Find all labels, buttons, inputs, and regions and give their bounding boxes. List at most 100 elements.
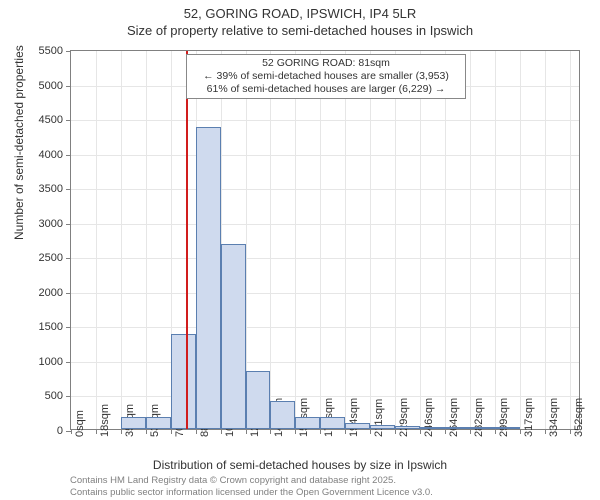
ytick bbox=[66, 258, 71, 259]
histogram-bar bbox=[470, 427, 495, 429]
xtick-label: 282sqm bbox=[473, 398, 485, 437]
ytick bbox=[66, 51, 71, 52]
xtick bbox=[196, 429, 197, 434]
xtick-label: 352sqm bbox=[573, 398, 585, 437]
xtick bbox=[545, 429, 546, 434]
histogram-bar bbox=[221, 244, 246, 429]
annotation-box: 52 GORING ROAD: 81sqm← 39% of semi-detac… bbox=[186, 54, 466, 99]
xtick bbox=[520, 429, 521, 434]
xtick-label: 211sqm bbox=[373, 399, 385, 437]
gridline-v bbox=[320, 51, 321, 429]
ytick-label: 5000 bbox=[39, 80, 63, 92]
gridline-h bbox=[71, 155, 579, 156]
ytick-label: 5500 bbox=[39, 45, 63, 57]
xtick bbox=[121, 429, 122, 434]
xtick bbox=[345, 429, 346, 434]
histogram-bar bbox=[420, 427, 445, 429]
ytick-label: 2000 bbox=[39, 287, 63, 299]
gridline-v bbox=[146, 51, 147, 429]
xtick-label: 264sqm bbox=[448, 398, 460, 437]
gridline-h bbox=[71, 327, 579, 328]
gridline-v bbox=[370, 51, 371, 429]
ytick-label: 3000 bbox=[39, 218, 63, 230]
ytick bbox=[66, 224, 71, 225]
gridline-v bbox=[121, 51, 122, 429]
histogram-bar bbox=[370, 425, 395, 429]
xtick-label: 229sqm bbox=[398, 398, 410, 437]
histogram-bar bbox=[246, 371, 271, 429]
annotation-line: ← 39% of semi-detached houses are smalle… bbox=[191, 70, 461, 83]
xtick bbox=[470, 429, 471, 434]
xtick bbox=[221, 429, 222, 434]
ytick bbox=[66, 327, 71, 328]
subject-marker-line bbox=[186, 51, 188, 429]
gridline-h bbox=[71, 258, 579, 259]
xtick bbox=[320, 429, 321, 434]
xtick-label: 299sqm bbox=[498, 398, 510, 437]
gridline-h bbox=[71, 362, 579, 363]
credit-text: Contains HM Land Registry data © Crown c… bbox=[70, 475, 433, 498]
gridline-h bbox=[71, 120, 579, 121]
ytick bbox=[66, 155, 71, 156]
xtick bbox=[495, 429, 496, 434]
gridline-v bbox=[495, 51, 496, 429]
ytick-label: 3500 bbox=[39, 183, 63, 195]
xtick bbox=[570, 429, 571, 434]
gridline-v bbox=[345, 51, 346, 429]
ytick-label: 1000 bbox=[39, 356, 63, 368]
plot-area: 0500100015002000250030003500400045005000… bbox=[70, 50, 580, 430]
ytick-label: 4500 bbox=[39, 114, 63, 126]
histogram-bar bbox=[320, 417, 345, 429]
xtick-label: 18sqm bbox=[99, 404, 111, 437]
ytick-label: 2500 bbox=[39, 252, 63, 264]
histogram-bar bbox=[445, 427, 470, 429]
chart-subtitle: Size of property relative to semi-detach… bbox=[0, 23, 600, 38]
xtick-label: 317sqm bbox=[523, 398, 535, 437]
ytick bbox=[66, 293, 71, 294]
ytick bbox=[66, 362, 71, 363]
histogram-bar bbox=[270, 401, 295, 429]
xtick bbox=[420, 429, 421, 434]
xtick bbox=[246, 429, 247, 434]
ytick-label: 4000 bbox=[39, 149, 63, 161]
gridline-h bbox=[71, 224, 579, 225]
gridline-v bbox=[470, 51, 471, 429]
gridline-v bbox=[96, 51, 97, 429]
xtick bbox=[71, 429, 72, 434]
gridline-h bbox=[71, 189, 579, 190]
xtick-label: 334sqm bbox=[548, 398, 560, 437]
xtick bbox=[96, 429, 97, 434]
histogram-bar bbox=[345, 423, 370, 429]
histogram-bar bbox=[395, 426, 420, 429]
gridline-v bbox=[545, 51, 546, 429]
xtick bbox=[295, 429, 296, 434]
gridline-v bbox=[295, 51, 296, 429]
gridline-v bbox=[420, 51, 421, 429]
xtick bbox=[171, 429, 172, 434]
annotation-line: 52 GORING ROAD: 81sqm bbox=[191, 57, 461, 70]
title-block: 52, GORING ROAD, IPSWICH, IP4 5LR Size o… bbox=[0, 0, 600, 38]
xtick-label: 246sqm bbox=[423, 398, 435, 437]
ytick bbox=[66, 86, 71, 87]
credit-line-2: Contains public sector information licen… bbox=[70, 487, 433, 498]
xtick bbox=[370, 429, 371, 434]
xtick bbox=[146, 429, 147, 434]
credit-line-1: Contains HM Land Registry data © Crown c… bbox=[70, 475, 433, 486]
y-axis-title: Number of semi-detached properties bbox=[12, 45, 26, 240]
histogram-bar bbox=[495, 427, 520, 429]
histogram-bar bbox=[171, 334, 196, 429]
xtick bbox=[445, 429, 446, 434]
x-axis-title: Distribution of semi-detached houses by … bbox=[0, 458, 600, 472]
ytick-label: 500 bbox=[45, 390, 63, 402]
xtick bbox=[270, 429, 271, 434]
gridline-v bbox=[395, 51, 396, 429]
chart-wrap: 0500100015002000250030003500400045005000… bbox=[70, 50, 580, 430]
gridline-v bbox=[445, 51, 446, 429]
xtick-label: 194sqm bbox=[348, 398, 360, 437]
chart-container: 52, GORING ROAD, IPSWICH, IP4 5LR Size o… bbox=[0, 0, 600, 500]
histogram-bar bbox=[121, 417, 146, 429]
xtick bbox=[395, 429, 396, 434]
gridline-v bbox=[270, 51, 271, 429]
gridline-v bbox=[520, 51, 521, 429]
ytick-label: 0 bbox=[57, 425, 63, 437]
